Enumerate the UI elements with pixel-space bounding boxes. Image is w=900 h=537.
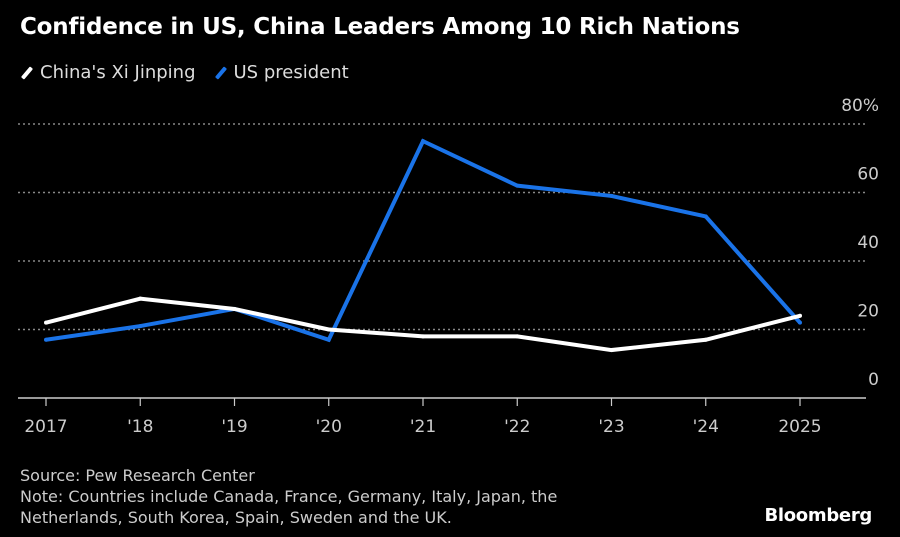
note-line-1: Note: Countries include Canada, France, … xyxy=(20,487,558,506)
x-tick-label: '18 xyxy=(127,417,153,437)
note-line-2: Netherlands, South Korea, Spain, Sweden … xyxy=(20,508,452,527)
chart-title: Confidence in US, China Leaders Among 10… xyxy=(20,14,740,40)
bloomberg-logo: Bloomberg xyxy=(764,505,872,526)
y-tick-label: 60 xyxy=(857,165,879,185)
data-point-xi xyxy=(232,306,237,311)
footer: Source: Pew Research Center Note: Countr… xyxy=(20,465,557,528)
data-point-xi xyxy=(703,337,708,342)
data-point-xi xyxy=(609,348,614,353)
x-tick-label: '19 xyxy=(221,417,247,437)
y-tick-label: 0 xyxy=(868,370,879,390)
data-point-xi xyxy=(515,334,520,339)
x-tick-label: 2025 xyxy=(778,417,821,437)
data-point-us xyxy=(609,193,614,198)
data-point-us xyxy=(138,324,143,329)
series-line-us xyxy=(45,138,802,343)
x-tick-label: '24 xyxy=(693,417,719,437)
x-tick-label: '23 xyxy=(598,417,624,437)
y-tick-label: 20 xyxy=(857,302,879,322)
x-tick-label: '22 xyxy=(504,417,530,437)
data-point-us xyxy=(421,139,425,144)
data-point-xi xyxy=(138,296,143,301)
source-text: Source: Pew Research Center xyxy=(20,466,255,485)
y-tick-label: 40 xyxy=(857,233,879,253)
data-point-xi xyxy=(44,320,48,325)
data-point-xi xyxy=(421,334,425,339)
x-tick-label: 2017 xyxy=(24,417,67,437)
legend-swatch-us xyxy=(214,65,227,80)
data-point-us xyxy=(326,337,331,342)
data-point-us xyxy=(703,214,708,219)
legend-label-xi: China's Xi Jinping xyxy=(40,62,196,83)
legend-item-us: US president xyxy=(214,62,349,83)
y-tick-label: 80% xyxy=(841,96,879,116)
legend: China's Xi Jinping US president xyxy=(20,62,349,83)
data-point-us xyxy=(515,183,520,188)
data-point-xi xyxy=(798,313,802,318)
legend-label-us: US president xyxy=(233,62,349,83)
x-tick-label: '21 xyxy=(410,417,436,437)
data-point-us xyxy=(798,320,802,325)
data-point-xi xyxy=(326,327,331,332)
x-tick-label: '20 xyxy=(316,417,342,437)
legend-item-xi: China's Xi Jinping xyxy=(20,62,196,83)
legend-swatch-xi xyxy=(20,65,34,80)
data-point-us xyxy=(44,337,48,342)
